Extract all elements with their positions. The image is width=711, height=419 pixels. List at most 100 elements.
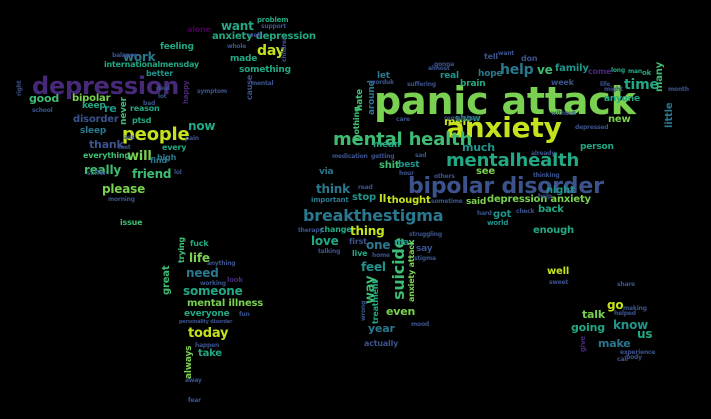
cloud-word-issue: issue xyxy=(120,218,143,227)
cloud-word-year: year xyxy=(368,322,395,335)
cloud-word-anxiety: anxiety xyxy=(446,111,562,144)
cloud-word-mental: mental xyxy=(251,80,274,87)
cloud-word-family: family xyxy=(555,63,589,74)
cloud-word-want: want xyxy=(221,19,254,33)
cloud-word-anxiety-attack: anxiety attack xyxy=(407,240,416,302)
cloud-word-anxiety-depression: anxiety depression xyxy=(212,31,316,42)
cloud-word-breakthestigma: breakthestigma xyxy=(303,206,444,225)
cloud-word-week: week xyxy=(551,78,574,87)
cloud-word-said: said xyxy=(466,197,487,207)
cloud-word-many: many xyxy=(654,61,665,92)
cloud-word-sometime: sometime xyxy=(431,198,463,205)
cloud-word-mean: mean xyxy=(373,140,401,150)
cloud-word-may: may xyxy=(394,238,415,248)
cloud-word-might: might xyxy=(604,86,623,93)
cloud-word-night: night xyxy=(546,185,575,196)
cloud-word-experience: experience xyxy=(620,349,656,356)
cloud-word-ok: ok xyxy=(642,69,652,77)
cloud-word-anything: anything xyxy=(207,260,236,267)
cloud-word-gonna: gonna xyxy=(434,61,455,68)
cloud-word-now: now xyxy=(188,119,216,133)
cloud-word-remember: remember xyxy=(444,115,478,122)
cloud-word-bipolar: bipolar xyxy=(72,93,111,104)
cloud-word-deal: deal xyxy=(156,85,170,92)
cloud-word-school: school xyxy=(32,107,53,114)
cloud-word-man: man xyxy=(628,68,642,75)
cloud-word-working: working xyxy=(200,280,226,287)
cloud-word-ass: ass xyxy=(124,134,135,141)
cloud-word-always: always xyxy=(184,345,194,379)
cloud-word-keep: keep xyxy=(82,101,106,111)
cloud-word-cause: cause xyxy=(245,74,254,100)
cloud-word-mentalhealth: mentalhealth xyxy=(446,150,580,171)
cloud-word-alone: alone xyxy=(187,25,211,34)
cloud-word-check: check xyxy=(516,208,535,215)
cloud-word-almost: almost xyxy=(428,65,450,72)
cloud-word-brain: brain xyxy=(460,79,486,89)
cloud-word-stop: stop xyxy=(352,192,376,203)
cloud-word-lol: lol xyxy=(174,169,182,176)
cloud-word-call: call xyxy=(617,356,628,363)
cloud-word-internationalmensday: internationalmensday xyxy=(104,60,199,69)
cloud-word-treatment: treatment xyxy=(371,280,380,324)
cloud-word-anyone: anyone xyxy=(604,94,640,104)
cloud-word-world: world xyxy=(487,219,509,227)
cloud-word-met: met xyxy=(118,144,131,151)
cloud-word-take: take xyxy=(198,348,222,359)
cloud-word-sleep: sleep xyxy=(80,126,107,136)
cloud-word-already: already xyxy=(531,150,555,157)
cloud-word-pain: pain xyxy=(185,135,199,142)
cloud-word-look: look xyxy=(227,276,243,284)
cloud-word-panic-attack: panic attack xyxy=(374,79,636,123)
cloud-word-love: love xyxy=(311,234,339,248)
cloud-word-right: right xyxy=(16,80,23,96)
cloud-word-today: today xyxy=(188,326,229,341)
cloud-word-thinking: thinking xyxy=(533,172,560,179)
cloud-word-feeling: feeling xyxy=(160,42,194,52)
cloud-word-thought: thought xyxy=(387,195,431,206)
cloud-word-good: good xyxy=(29,92,60,105)
cloud-word-symptom: symptom xyxy=(197,88,227,95)
cloud-word-find: find xyxy=(150,156,167,165)
cloud-word-give: give xyxy=(579,336,587,352)
cloud-word-hour: hour xyxy=(399,170,414,177)
cloud-word-will: will xyxy=(127,149,152,164)
cloud-word-work: work xyxy=(123,50,156,64)
cloud-word-help: help xyxy=(538,193,552,200)
cloud-word-come: come xyxy=(588,67,612,76)
cloud-word-want: want xyxy=(498,50,514,57)
cloud-word-depressed: depressed xyxy=(575,124,609,131)
cloud-word-shit: shit xyxy=(379,160,400,171)
cloud-word-best: best xyxy=(398,160,420,170)
cloud-word-going: going xyxy=(571,321,605,334)
cloud-word-thing: thing xyxy=(350,224,385,238)
cloud-word-live: live xyxy=(352,249,368,258)
cloud-word-ptsd: ptsd xyxy=(132,116,152,125)
cloud-word-friend: friend xyxy=(132,167,172,181)
cloud-word-stigma: stigma xyxy=(414,255,436,262)
cloud-word-better: better xyxy=(146,69,173,78)
cloud-word-help: help xyxy=(500,62,534,78)
cloud-word-helped: helped xyxy=(614,310,636,317)
cloud-word-suffering: suffering xyxy=(407,81,436,88)
cloud-word-make: make xyxy=(598,337,631,350)
cloud-word-let: let xyxy=(377,71,390,81)
cloud-word-therapy: therapy xyxy=(298,227,324,234)
cloud-word-go: go xyxy=(607,298,624,312)
cloud-word-mood: mood xyxy=(411,321,429,328)
cloud-word-tell: tell xyxy=(484,52,498,61)
cloud-word-enough: enough xyxy=(533,225,574,236)
cloud-word-really: really xyxy=(84,163,122,177)
cloud-word-lot: lot xyxy=(158,93,167,100)
cloud-word-us: us xyxy=(637,327,653,341)
cloud-word-made: made xyxy=(230,54,258,64)
cloud-word-share: share xyxy=(617,281,635,288)
cloud-word-talking: talking xyxy=(318,248,341,255)
cloud-word-word: word xyxy=(370,79,387,86)
cloud-word-fun: fun xyxy=(239,311,250,318)
cloud-word-disorder: disorder xyxy=(73,114,119,125)
cloud-word-high: high xyxy=(157,153,177,162)
cloud-word-uk: uk xyxy=(386,79,394,86)
cloud-word-thank: thank xyxy=(89,138,124,151)
